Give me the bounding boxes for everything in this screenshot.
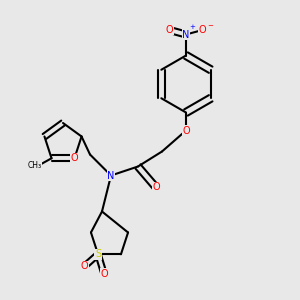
Text: S: S: [95, 249, 101, 259]
Text: −: −: [207, 22, 213, 28]
Text: O: O: [166, 25, 173, 35]
Text: O: O: [100, 269, 108, 279]
Text: +: +: [189, 24, 195, 30]
Text: O: O: [70, 153, 78, 163]
Text: N: N: [182, 29, 190, 40]
Text: O: O: [199, 25, 206, 35]
Text: O: O: [182, 125, 190, 136]
Text: O: O: [81, 261, 88, 271]
Text: O: O: [152, 182, 160, 193]
Text: N: N: [107, 170, 115, 181]
Text: CH₃: CH₃: [28, 161, 42, 170]
